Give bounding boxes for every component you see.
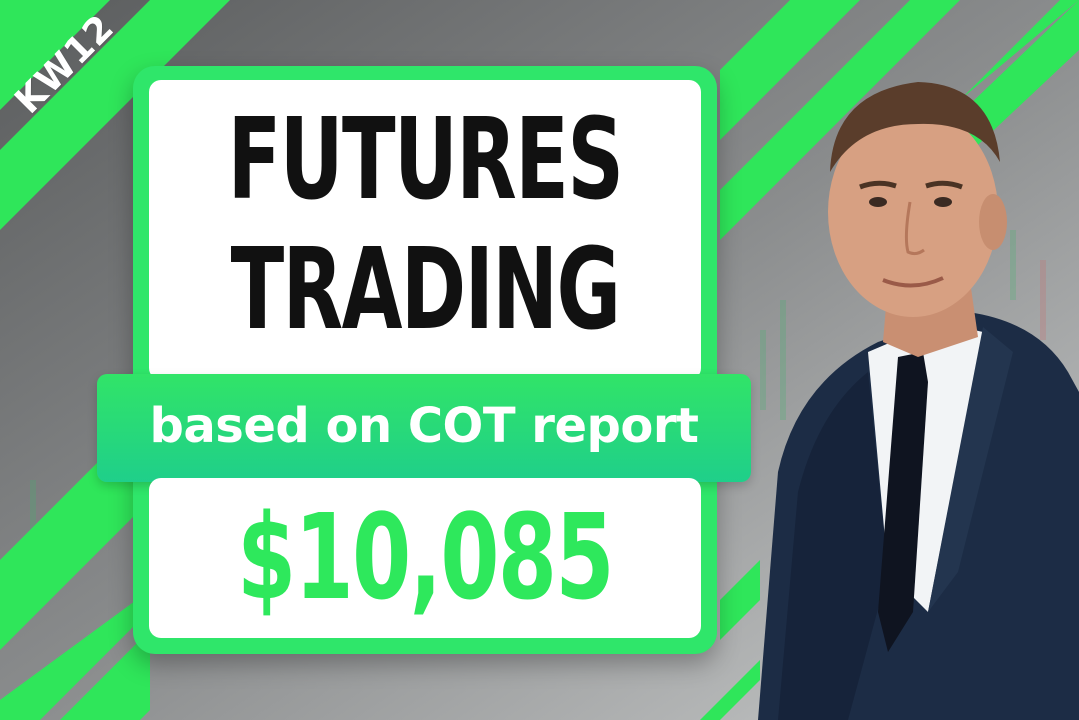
amount-panel: $10,085 [149, 478, 701, 638]
title-line-trading: TRADING [230, 225, 621, 355]
businessman-portrait-icon [758, 82, 1079, 720]
subtitle-banner: based on COT report [97, 374, 751, 482]
title-line-futures: FUTURES [227, 95, 624, 225]
profit-amount: $10,085 [237, 488, 614, 626]
background-candles [30, 230, 1046, 570]
subtitle-text: based on COT report [149, 398, 699, 454]
title-panel: FUTURES TRADING [149, 80, 701, 380]
title-card: FUTURES TRADING based on COT report $10,… [97, 66, 751, 654]
